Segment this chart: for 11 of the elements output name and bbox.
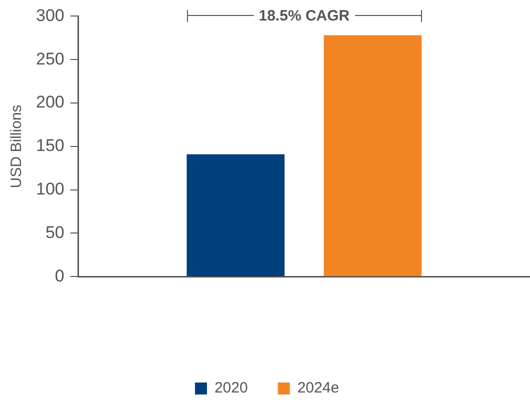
y-tick-label: 50: [45, 222, 64, 242]
annotation: 18.5% CAGR: [258, 7, 350, 24]
legend-label: 2024e: [297, 380, 340, 397]
y-tick-label: 150: [36, 136, 64, 156]
y-tick-label: 0: [54, 266, 64, 286]
y-axis-title: USD Billions: [8, 104, 26, 188]
y-tick-label: 300: [36, 6, 64, 25]
y-tick-label: 100: [36, 179, 64, 198]
legend-label: 2020: [214, 380, 248, 397]
y-tick-label: 200: [36, 92, 64, 112]
y-tick-label: 250: [36, 49, 64, 68]
